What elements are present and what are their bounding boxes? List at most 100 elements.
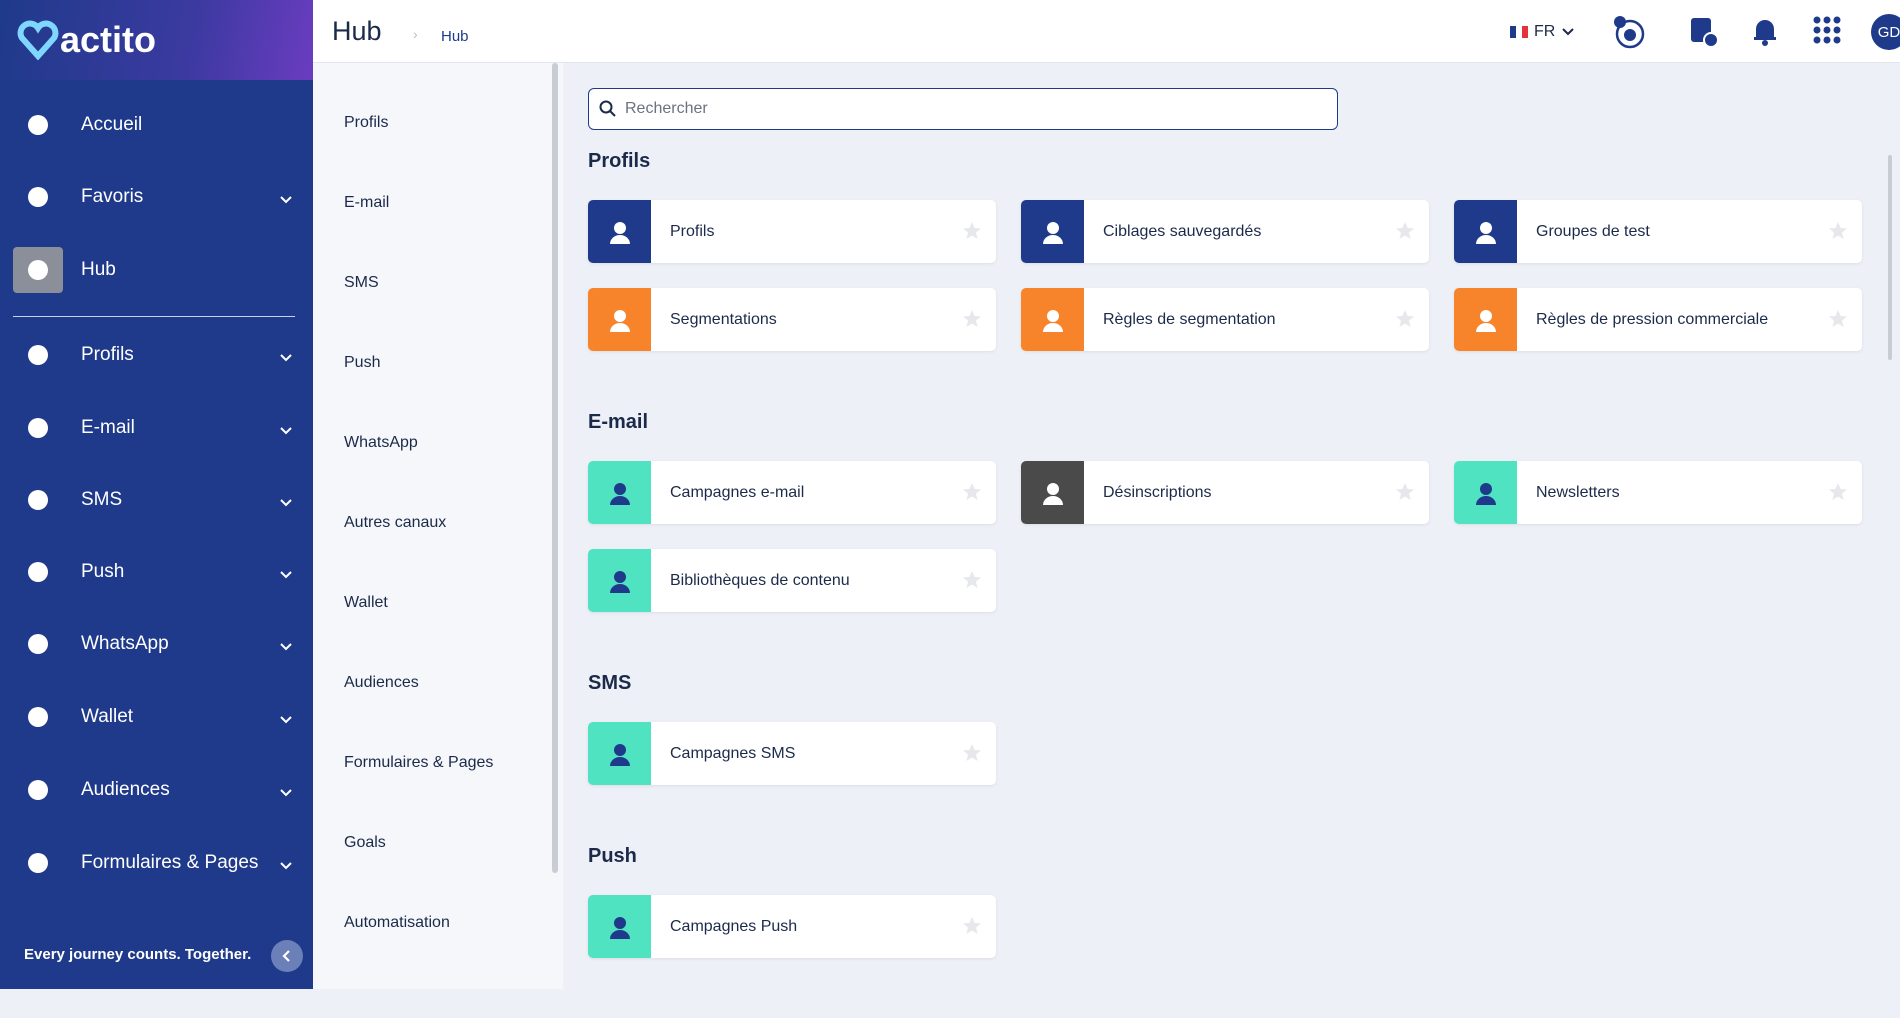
scrollbar bbox=[1888, 155, 1892, 360]
card-grid: Profils Ciblages sauvegardés Groupes de te… bbox=[588, 200, 1878, 351]
favorite-star[interactable] bbox=[962, 221, 982, 246]
nav-icon bbox=[13, 174, 63, 220]
icon bbox=[1475, 482, 1496, 505]
page: Hub { "brand": {"logo": "actito", "tagli… bbox=[0, 0, 1900, 989]
icon bbox=[1475, 309, 1496, 332]
chevron bbox=[279, 855, 293, 877]
collapse-button[interactable] bbox=[271, 940, 303, 972]
language-selector[interactable]: FR bbox=[1510, 23, 1575, 41]
favorite-star[interactable] bbox=[1395, 309, 1415, 334]
hub-card[interactable]: Segmentations bbox=[588, 288, 996, 351]
hub-card[interactable]: Règles de pression commerciale bbox=[1454, 288, 1862, 351]
card-icon bbox=[588, 722, 651, 785]
hub-card[interactable]: Ciblages sauvegardés bbox=[1021, 200, 1429, 263]
avatar[interactable]: GD bbox=[1871, 14, 1900, 50]
page-title: Hub bbox=[332, 16, 382, 46]
card-label: Ciblages sauvegardés bbox=[1103, 222, 1262, 240]
nav-icon bbox=[13, 840, 63, 886]
card-label: Profils bbox=[670, 222, 715, 240]
nav-icon bbox=[13, 247, 63, 293]
sub-nav-item[interactable]: Goals bbox=[344, 834, 386, 851]
icon bbox=[1042, 221, 1063, 244]
nav-item[interactable]: Formulaires & Pages bbox=[0, 833, 313, 893]
favorite-star[interactable] bbox=[962, 482, 982, 507]
nav-item[interactable]: SMS bbox=[0, 470, 313, 530]
sub-nav-item[interactable]: Profils bbox=[344, 114, 389, 131]
hub-card[interactable]: Campagnes SMS bbox=[588, 722, 996, 785]
card-label: Newsletters bbox=[1536, 483, 1620, 501]
hub-card[interactable]: Campagnes Push bbox=[588, 895, 996, 958]
nav-item[interactable]: Profils bbox=[0, 325, 313, 385]
chevron bbox=[279, 782, 293, 804]
card-icon bbox=[588, 461, 651, 524]
favorite-star[interactable] bbox=[1395, 221, 1415, 246]
icon bbox=[609, 916, 630, 939]
icon bbox=[1475, 221, 1496, 244]
hub-card[interactable]: Newsletters bbox=[1454, 461, 1862, 524]
breadcrumb[interactable]: Hub bbox=[441, 28, 469, 45]
sub-nav-item[interactable]: Autres canaux bbox=[344, 514, 447, 531]
nav-label: Profils bbox=[81, 344, 134, 365]
help-icon[interactable] bbox=[1689, 16, 1719, 48]
nav-icon bbox=[13, 477, 63, 523]
hub-card[interactable]: Bibliothèques de contenu bbox=[588, 549, 996, 612]
favorite-star[interactable] bbox=[1828, 309, 1848, 334]
assistant-icon[interactable] bbox=[1613, 16, 1647, 50]
icon bbox=[28, 780, 48, 800]
nav-item[interactable]: E-mail bbox=[0, 398, 313, 458]
hub-content: Profils Profils Ciblages sauvegardés Groupe… bbox=[588, 150, 1878, 1018]
nav-label: Accueil bbox=[81, 114, 143, 135]
icon bbox=[28, 490, 48, 510]
chevron bbox=[279, 420, 293, 442]
nav-item[interactable]: Wallet bbox=[0, 687, 313, 747]
card-label: Règles de segmentation bbox=[1103, 310, 1276, 328]
nav-item[interactable]: Favoris bbox=[0, 167, 313, 227]
icon bbox=[28, 345, 48, 365]
icon bbox=[609, 570, 630, 593]
chevron bbox=[279, 709, 293, 731]
hub-card[interactable]: Campagnes e-mail bbox=[588, 461, 996, 524]
chevron bbox=[279, 564, 293, 586]
icon bbox=[28, 634, 48, 654]
favorite-star[interactable] bbox=[1395, 482, 1415, 507]
hub-card[interactable]: Règles de segmentation bbox=[1021, 288, 1429, 351]
nav-item[interactable]: Audiences bbox=[0, 760, 313, 820]
hub-card[interactable]: Groupes de test bbox=[1454, 200, 1862, 263]
notifications-icon[interactable] bbox=[1752, 16, 1778, 46]
sub-nav-item[interactable]: E-mail bbox=[344, 194, 390, 211]
icon bbox=[28, 260, 48, 280]
icon bbox=[609, 221, 630, 244]
chevron bbox=[279, 636, 293, 658]
hub-card[interactable]: Désinscriptions bbox=[1021, 461, 1429, 524]
nav-item[interactable]: Push bbox=[0, 542, 313, 602]
sub-nav-item[interactable]: Wallet bbox=[344, 594, 388, 611]
favorite-star[interactable] bbox=[962, 743, 982, 768]
sub-nav-item[interactable]: WhatsApp bbox=[344, 434, 418, 451]
favorite-star[interactable] bbox=[962, 916, 982, 941]
apps-icon[interactable] bbox=[1813, 16, 1841, 44]
sub-nav-item[interactable]: Formulaires & Pages bbox=[344, 754, 494, 771]
card-icon bbox=[1454, 200, 1517, 263]
favorite-star[interactable] bbox=[962, 570, 982, 595]
header: Hub › Hub FR GD bbox=[313, 0, 1900, 63]
nav-item[interactable]: Hub bbox=[0, 240, 313, 300]
nav-item[interactable]: WhatsApp bbox=[0, 614, 313, 674]
card-label: Campagnes SMS bbox=[670, 744, 796, 762]
nav-icon bbox=[13, 694, 63, 740]
hub-card[interactable]: Profils bbox=[588, 200, 996, 263]
favorite-star[interactable] bbox=[1828, 221, 1848, 246]
favorite-star[interactable] bbox=[962, 309, 982, 334]
nav-item[interactable]: Accueil bbox=[0, 95, 313, 155]
sub-nav-item[interactable]: Push bbox=[344, 354, 381, 371]
logo[interactable]: actito bbox=[60, 19, 157, 60]
sub-nav-item[interactable]: SMS bbox=[344, 274, 379, 291]
favorite-star[interactable] bbox=[1828, 482, 1848, 507]
nav-label: SMS bbox=[81, 489, 123, 510]
section-title: SMS bbox=[588, 672, 632, 694]
search-box[interactable]: Rechercher bbox=[588, 88, 1338, 130]
sub-nav-item[interactable]: Automatisation bbox=[344, 914, 450, 931]
nav-icon bbox=[13, 767, 63, 813]
sub-nav-item[interactable]: Audiences bbox=[344, 674, 419, 691]
nav-label: Hub bbox=[81, 259, 116, 280]
nav-label: Favoris bbox=[81, 186, 144, 207]
